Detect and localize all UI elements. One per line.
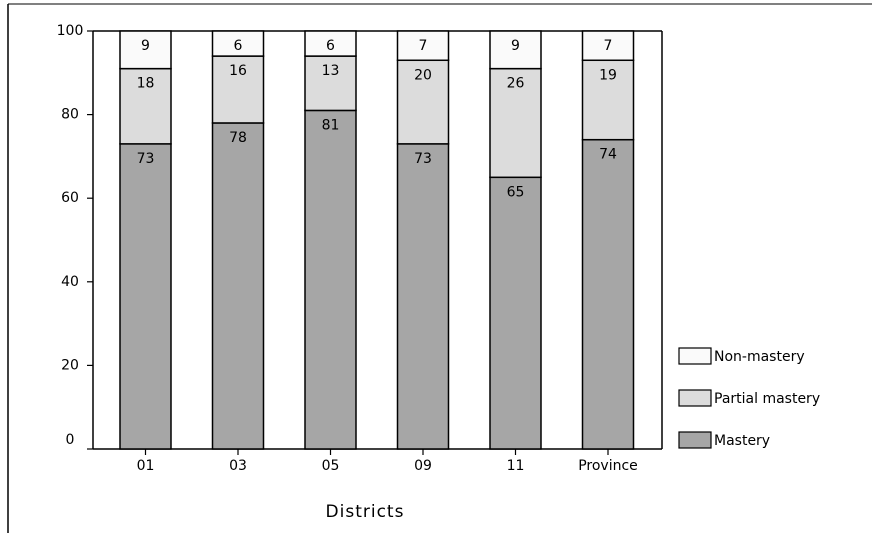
bar-segment xyxy=(211,122,265,450)
legend-swatch xyxy=(678,431,712,449)
legend-swatch xyxy=(678,347,712,365)
data-label: 16 xyxy=(229,63,247,79)
y-tick-label: 80 xyxy=(61,107,79,123)
data-label: 9 xyxy=(511,38,520,54)
x-tick-label: Province xyxy=(578,458,638,474)
data-label: 65 xyxy=(507,184,525,200)
legend-label: Non-mastery xyxy=(714,349,805,365)
bar-segment xyxy=(396,143,450,450)
x-tick-label: 09 xyxy=(414,458,432,474)
y-tick-label: 100 xyxy=(57,23,84,39)
data-label: 19 xyxy=(599,67,617,83)
data-label: 73 xyxy=(414,151,432,167)
data-label: 9 xyxy=(141,38,150,54)
bar-segment xyxy=(581,30,635,62)
y-tick-label: 0 xyxy=(66,432,75,448)
legend-label: Partial mastery xyxy=(714,391,820,407)
y-tick-label: 20 xyxy=(61,357,79,373)
bar-segment xyxy=(119,30,172,70)
bar-segment xyxy=(581,138,635,450)
data-label: 18 xyxy=(137,76,155,92)
data-label: 81 xyxy=(322,117,340,133)
bar-segment xyxy=(304,30,357,57)
bar-segment xyxy=(304,109,357,450)
x-tick-label: 03 xyxy=(229,458,247,474)
data-label: 20 xyxy=(414,67,432,83)
x-tick-label: 01 xyxy=(137,458,155,474)
y-tick-label: 40 xyxy=(61,274,79,290)
legend-swatch xyxy=(678,389,712,407)
data-label: 26 xyxy=(507,76,525,92)
bar-segment xyxy=(489,30,542,70)
data-label: 78 xyxy=(229,130,247,146)
bar-segment xyxy=(581,59,635,141)
data-label: 7 xyxy=(604,38,613,54)
legend-label: Mastery xyxy=(714,433,770,449)
bar-segment xyxy=(489,176,542,450)
bar-segment xyxy=(489,67,542,179)
data-label: 7 xyxy=(419,38,428,54)
bar-segment xyxy=(211,30,265,57)
x-tick-label: 05 xyxy=(322,458,340,474)
x-axis-title: Districts xyxy=(326,502,405,522)
data-label: 73 xyxy=(137,151,155,167)
data-label: 6 xyxy=(234,38,243,54)
x-tick-label: 11 xyxy=(507,458,525,474)
bar-segment xyxy=(304,55,357,112)
bar-segment xyxy=(119,143,172,450)
data-label: 13 xyxy=(322,63,340,79)
data-label: 6 xyxy=(326,38,335,54)
bar-segment xyxy=(396,59,450,145)
data-label: 74 xyxy=(599,147,617,163)
bar-segment xyxy=(396,30,450,62)
y-tick-label: 60 xyxy=(61,190,79,206)
